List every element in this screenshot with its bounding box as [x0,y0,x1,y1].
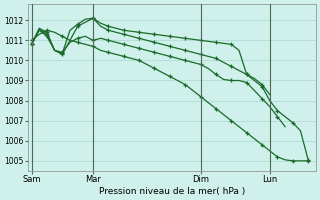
X-axis label: Pression niveau de la mer( hPa ): Pression niveau de la mer( hPa ) [99,187,245,196]
